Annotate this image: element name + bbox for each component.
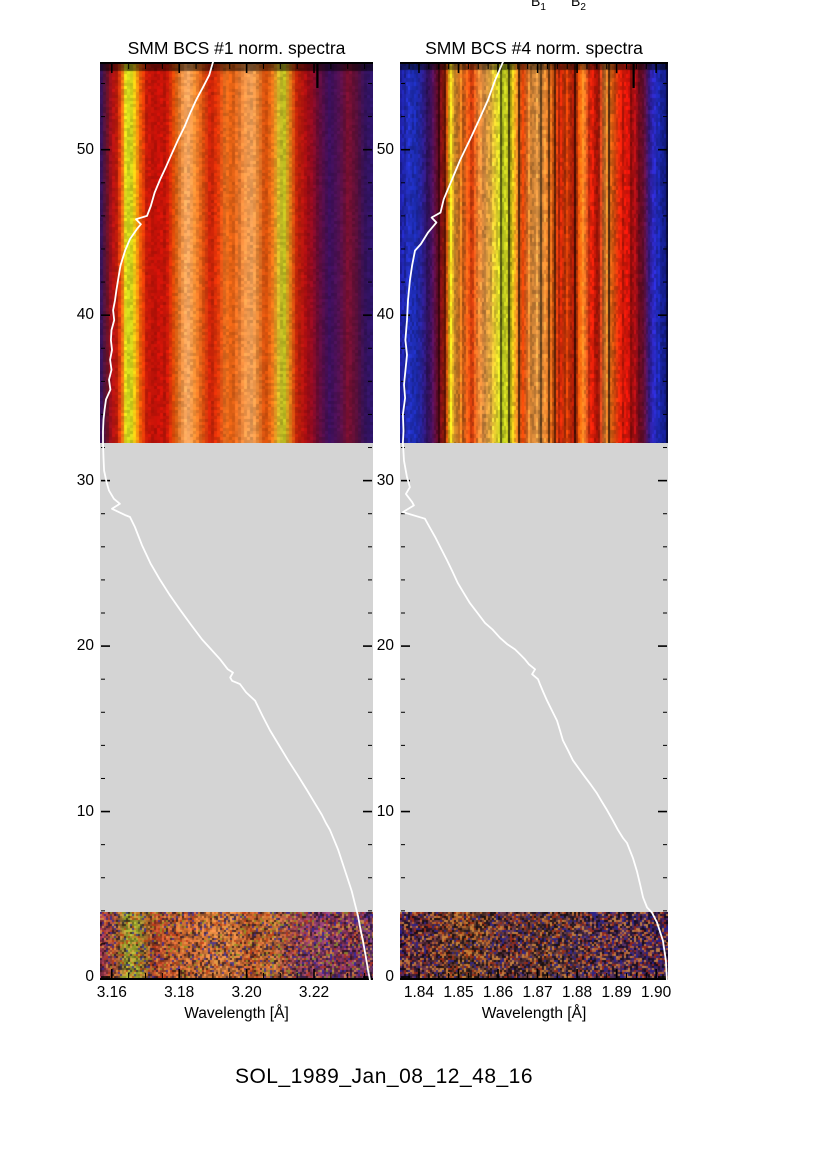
panel2-xaxis-label: Wavelength [Å] — [481, 1005, 587, 1022]
top-label-b2-sub: 2 — [580, 1, 586, 13]
x-tick-label: 3.22 — [298, 984, 330, 1001]
xray-lightcurve — [102, 62, 371, 980]
top-label-b1-sub: 1 — [540, 1, 546, 13]
flare-id-annotation: SOL_1989_Jan_08_12_48_16 — [234, 1065, 534, 1088]
x-tick-label: 3.20 — [231, 984, 262, 1001]
y-tick-label: 40 — [376, 306, 394, 324]
y-tick-label: 10 — [76, 802, 94, 820]
axis-ticks — [100, 62, 373, 980]
y-tick-label: 20 — [76, 637, 94, 655]
spectrogram-preflare-block — [100, 912, 373, 980]
x-tick-label: 3.16 — [96, 984, 127, 1001]
axis-ticks — [400, 62, 668, 980]
spectrogram-flare-block — [400, 62, 668, 443]
panel-spectrogram-2 — [400, 62, 668, 980]
top-label-b1-text: B — [531, 0, 541, 9]
top-label-b2-text: B — [571, 0, 581, 9]
y-tick-label: 50 — [376, 140, 394, 158]
x-tick-label: 1.86 — [482, 984, 514, 1001]
panel-spectrogram-1 — [100, 62, 373, 980]
x-tick-label: 1.85 — [443, 984, 474, 1001]
no-data-gap — [400, 443, 668, 912]
top-label-b2: B2 — [571, 0, 586, 13]
x-tick-label: 1.87 — [522, 984, 553, 1001]
panel1-title: SMM BCS #1 norm. spectra — [127, 38, 346, 58]
no-data-gap — [100, 443, 373, 912]
spectrogram-preflare-block — [400, 912, 668, 980]
top-label-b1: B1 — [531, 0, 546, 13]
y-tick-label: 20 — [376, 637, 394, 655]
y-tick-label: 30 — [376, 471, 394, 489]
x-tick-label: 1.84 — [403, 984, 435, 1001]
x-tick-label: 1.88 — [561, 984, 593, 1001]
x-tick-label: 1.90 — [641, 984, 672, 1001]
y-tick-label: 30 — [76, 471, 94, 489]
spectrogram-flare-block — [100, 62, 373, 443]
panel-overlay — [100, 62, 373, 980]
y-tick-label: 10 — [376, 802, 394, 820]
y-tick-label: 0 — [85, 968, 94, 986]
panel2-title: SMM BCS #4 norm. spectra — [425, 38, 643, 58]
xray-lightcurve — [402, 62, 668, 980]
y-tick-label: 50 — [76, 140, 94, 158]
y-tick-label: 40 — [76, 306, 94, 324]
x-tick-label: 1.89 — [601, 984, 632, 1001]
x-tick-label: 3.18 — [164, 984, 195, 1001]
panel1-xaxis-label: Wavelength [Å] — [184, 1005, 289, 1022]
y-tick-label: 0 — [385, 968, 394, 986]
panel-overlay — [400, 62, 668, 980]
